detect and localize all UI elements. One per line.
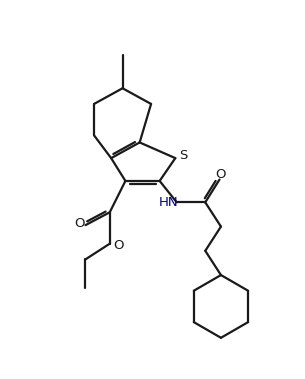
Text: O: O <box>216 168 226 181</box>
Text: S: S <box>179 149 188 162</box>
Text: O: O <box>74 217 84 230</box>
Text: O: O <box>113 239 124 252</box>
Text: HN: HN <box>159 196 178 209</box>
